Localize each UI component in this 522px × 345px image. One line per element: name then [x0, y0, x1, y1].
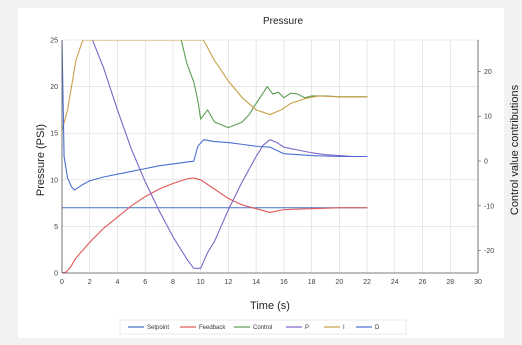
legend-label-d: D: [375, 325, 380, 331]
legend-box: [119, 319, 407, 335]
series-line-i: [62, 40, 368, 131]
y-tick-label: 0: [54, 271, 58, 278]
legend-label-i: I: [343, 325, 345, 331]
legend-label-setpoint: Setpoint: [147, 325, 169, 331]
x-tick-label: 20: [335, 279, 343, 286]
y-tick-label: 20: [50, 84, 58, 91]
y-tick-label: 5: [54, 224, 58, 231]
legend-label-feedback: Feedback: [199, 325, 226, 331]
series-lines: [62, 40, 368, 273]
tick-labels: 0 2 4 6 8 10 12 14 16 18 20 22 24 26 28 300510152025-20…: [50, 38, 494, 287]
legend-label-control: Control: [253, 325, 272, 331]
y-tick-label: 15: [50, 131, 58, 138]
x-tick-label: 4: [116, 279, 120, 286]
y-tick-label: 10: [50, 177, 58, 184]
x-tick-label: 0: [60, 279, 64, 286]
x-tick-label: 24: [391, 279, 399, 286]
chart-title: Pressure: [263, 16, 303, 27]
y2-tick-label: -10: [484, 203, 494, 210]
y-axis-title: Pressure (PSI): [35, 124, 47, 196]
x-tick-label: 30: [474, 279, 482, 286]
x-tick-label: 8: [171, 279, 175, 286]
series-line-d: [62, 40, 368, 191]
x-tick-label: 12: [225, 279, 233, 286]
x-tick-label: 28: [446, 279, 454, 286]
series-line-control: [180, 40, 368, 129]
y2-tick-label: -20: [484, 248, 494, 255]
legend-label-p: P: [305, 325, 309, 331]
series-line-feedback: [62, 177, 368, 273]
x-tick-label: 16: [280, 279, 288, 286]
chart-area: [18, 8, 504, 338]
x-tick-label: 2: [88, 279, 92, 286]
y2-tick-label: 20: [484, 69, 492, 76]
y-tick-label: 25: [50, 38, 58, 45]
x-tick-label: 6: [143, 279, 147, 286]
x-tick-label: 18: [308, 279, 316, 286]
y2-tick-label: 10: [484, 114, 492, 121]
y2-axis-title: Control value contributions: [509, 84, 521, 215]
x-axis-title: Time (s): [250, 300, 290, 312]
x-tick-label: 22: [363, 279, 371, 286]
y2-tick-label: 0: [484, 158, 488, 165]
x-tick-label: 10: [197, 279, 205, 286]
legend: Setpoint Feedback Control P I D: [128, 325, 380, 331]
x-tick-label: 14: [252, 279, 260, 286]
series-line-p: [91, 40, 368, 269]
x-tick-label: 26: [419, 279, 427, 286]
axes: [61, 40, 481, 274]
